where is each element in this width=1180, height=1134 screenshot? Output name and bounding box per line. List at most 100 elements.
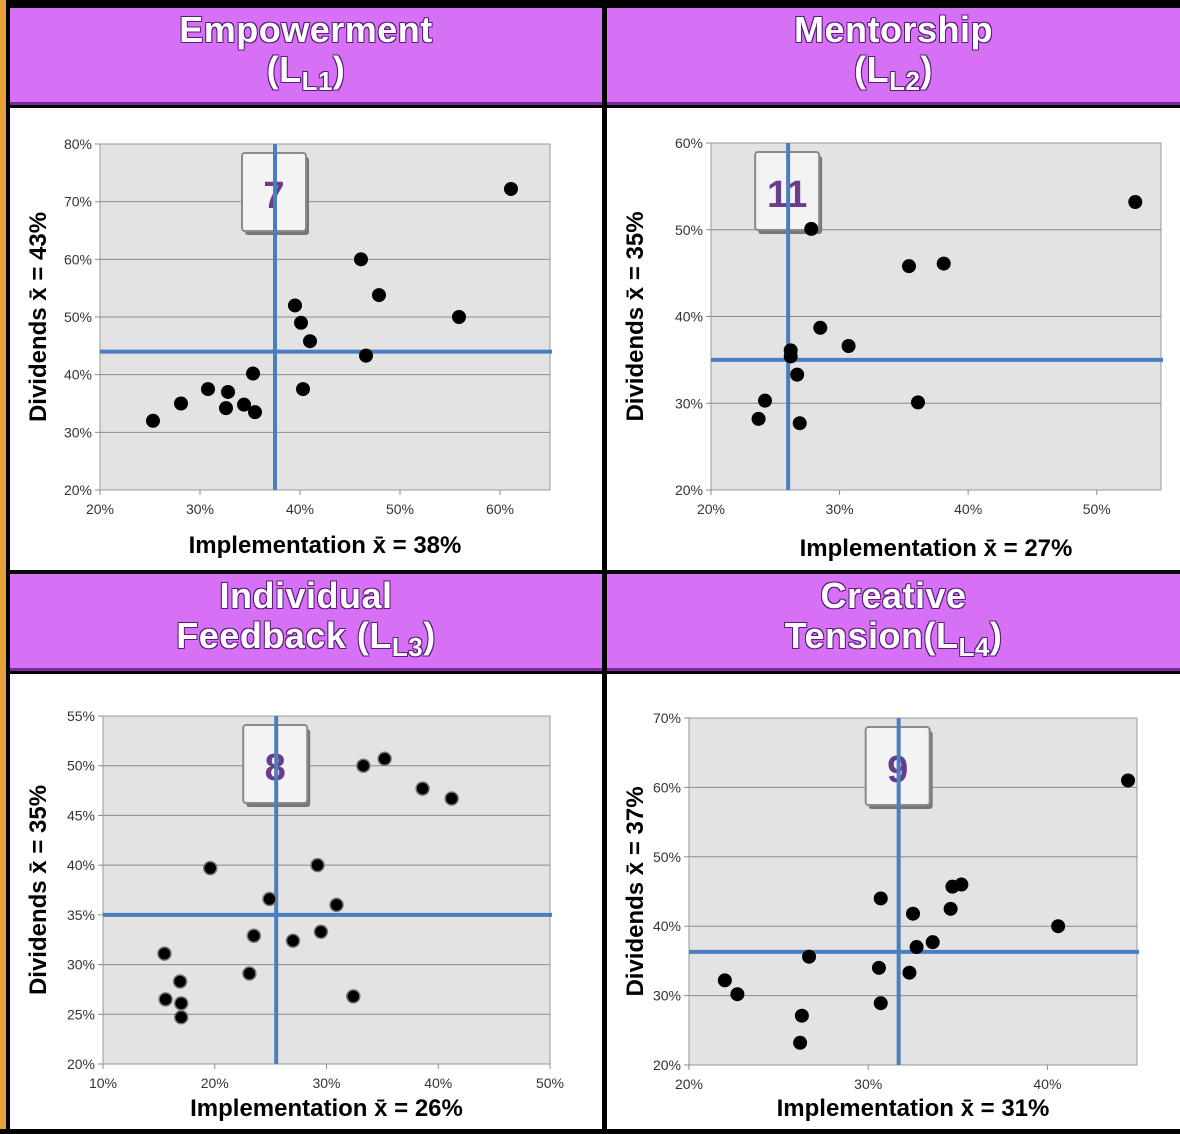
data-point: [221, 384, 235, 399]
data-point: [1128, 194, 1143, 209]
data-point: [329, 897, 344, 913]
data-point: [313, 924, 329, 940]
panel-creative-tension: Creative Tension(LL4) 20% 30% 40% 50% 60% 70%…: [607, 574, 1180, 1129]
data-point: [792, 416, 807, 431]
panel-title-line1: Creative: [820, 574, 967, 616]
data-point: [1051, 919, 1066, 934]
data-point: [1121, 773, 1136, 788]
panel-title-line2: (LL1): [266, 48, 346, 96]
data-point: [174, 396, 188, 411]
data-point: [173, 1010, 189, 1025]
data-point: [415, 781, 430, 796]
data-point: [902, 965, 917, 980]
y-tick-label: 20%: [67, 1056, 95, 1072]
data-point: [504, 181, 518, 196]
y-tick-label: 30%: [67, 957, 95, 973]
y-tick-label: 70%: [653, 710, 681, 726]
left-edge-accent: [0, 0, 6, 1129]
plot-area: [102, 715, 551, 1065]
scatter-chart-mentorship: 20%30%40%50%60%20%30%40%50%11Implementat…: [622, 135, 1163, 562]
data-point: [296, 382, 310, 397]
panel-title-line1: Mentorship: [794, 8, 993, 50]
data-point: [902, 259, 916, 274]
data-point: [813, 320, 828, 335]
x-axis-label: Implementation x̄ = 27%: [800, 535, 1073, 562]
data-point: [294, 315, 308, 330]
data-point: [246, 928, 262, 943]
data-point: [219, 401, 233, 416]
panel-header: Creative Tension(LL4): [607, 574, 1180, 671]
y-tick-label: 45%: [67, 807, 95, 823]
data-point: [954, 877, 969, 892]
y-tick-label: 30%: [64, 424, 92, 440]
data-point: [804, 221, 819, 236]
x-axis-label: Implementation x̄ = 31%: [777, 1095, 1050, 1122]
y-tick-label: 25%: [67, 1006, 95, 1022]
panel-title-line1: Empowerment: [179, 8, 433, 50]
data-point: [925, 935, 940, 950]
data-point: [444, 791, 459, 806]
data-point: [203, 860, 218, 876]
y-axis-label: Dividends x̄ = 37%: [622, 786, 649, 996]
data-point: [346, 989, 361, 1004]
y-tick-label: 55%: [67, 708, 95, 724]
data-point: [783, 349, 798, 364]
data-point: [377, 751, 392, 767]
panel-title-line1: Individual: [219, 574, 393, 616]
data-point: [354, 252, 368, 267]
x-tick-label: 10%: [89, 1075, 117, 1091]
data-point: [873, 996, 888, 1011]
data-point: [873, 891, 888, 906]
data-point: [717, 973, 732, 988]
panel-header: Individual Feedback (LL3): [10, 574, 602, 671]
x-tick-label: 30%: [854, 1076, 882, 1092]
data-point: [943, 901, 958, 916]
data-point: [793, 1035, 808, 1050]
data-point: [288, 298, 302, 313]
data-point: [246, 366, 260, 381]
data-point: [751, 411, 766, 426]
data-point: [871, 960, 886, 975]
x-axis-label: Implementation x̄ = 26%: [190, 1095, 463, 1122]
panel-mentorship: Mentorship (LL2) 20% 30% 40% 50% 60% 20% 30% 40…: [607, 8, 1180, 570]
y-axis-label: Dividends x̄ = 35%: [25, 785, 52, 995]
data-point: [173, 996, 189, 1011]
panel-title-line2: Feedback (LL3): [176, 614, 436, 662]
data-point: [452, 310, 466, 324]
chart-area: 20%25%30%35%40%45%50%55%10%20%30%40%50%8…: [10, 674, 602, 1129]
x-tick-label: 20%: [86, 501, 114, 517]
y-tick-label: 40%: [675, 309, 703, 325]
data-point: [146, 413, 160, 428]
y-tick-label: 50%: [64, 309, 92, 325]
panel-empowerment: Empowerment (LL1) 20% 30% 40% 50% 60% 70% 80% 2…: [10, 8, 602, 570]
x-tick-label: 50%: [1083, 501, 1111, 517]
data-point: [758, 393, 772, 408]
data-point: [906, 906, 920, 921]
x-tick-label: 40%: [954, 501, 982, 517]
panel-header: Empowerment (LL1): [10, 8, 602, 105]
chart-area: 20%30%40%50%60%70%20%30%40%9Implementati…: [607, 674, 1180, 1129]
y-axis-label: Dividends x̄ = 35%: [622, 211, 649, 421]
panel-title-line2: Tension(LL4): [784, 614, 1003, 662]
y-tick-label: 60%: [653, 779, 681, 795]
y-tick-label: 30%: [675, 395, 703, 411]
data-point: [285, 933, 301, 948]
scatter-chart-individual-feedback: 20%25%30%35%40%45%50%55%10%20%30%40%50%8…: [25, 708, 564, 1122]
data-point: [936, 256, 951, 271]
x-tick-label: 40%: [286, 501, 314, 517]
data-point: [158, 992, 173, 1007]
y-tick-label: 35%: [67, 907, 95, 923]
y-tick-label: 20%: [64, 482, 92, 498]
x-tick-label: 50%: [536, 1075, 564, 1091]
data-point: [911, 395, 925, 410]
x-tick-label: 20%: [675, 1076, 703, 1092]
x-tick-label: 60%: [486, 501, 514, 517]
data-point: [841, 338, 856, 353]
data-point: [372, 288, 386, 303]
data-point: [730, 987, 745, 1002]
y-tick-label: 30%: [653, 988, 681, 1004]
x-tick-label: 50%: [386, 501, 414, 517]
y-tick-label: 40%: [653, 918, 681, 934]
data-point: [172, 974, 188, 989]
y-tick-label: 70%: [64, 194, 92, 210]
